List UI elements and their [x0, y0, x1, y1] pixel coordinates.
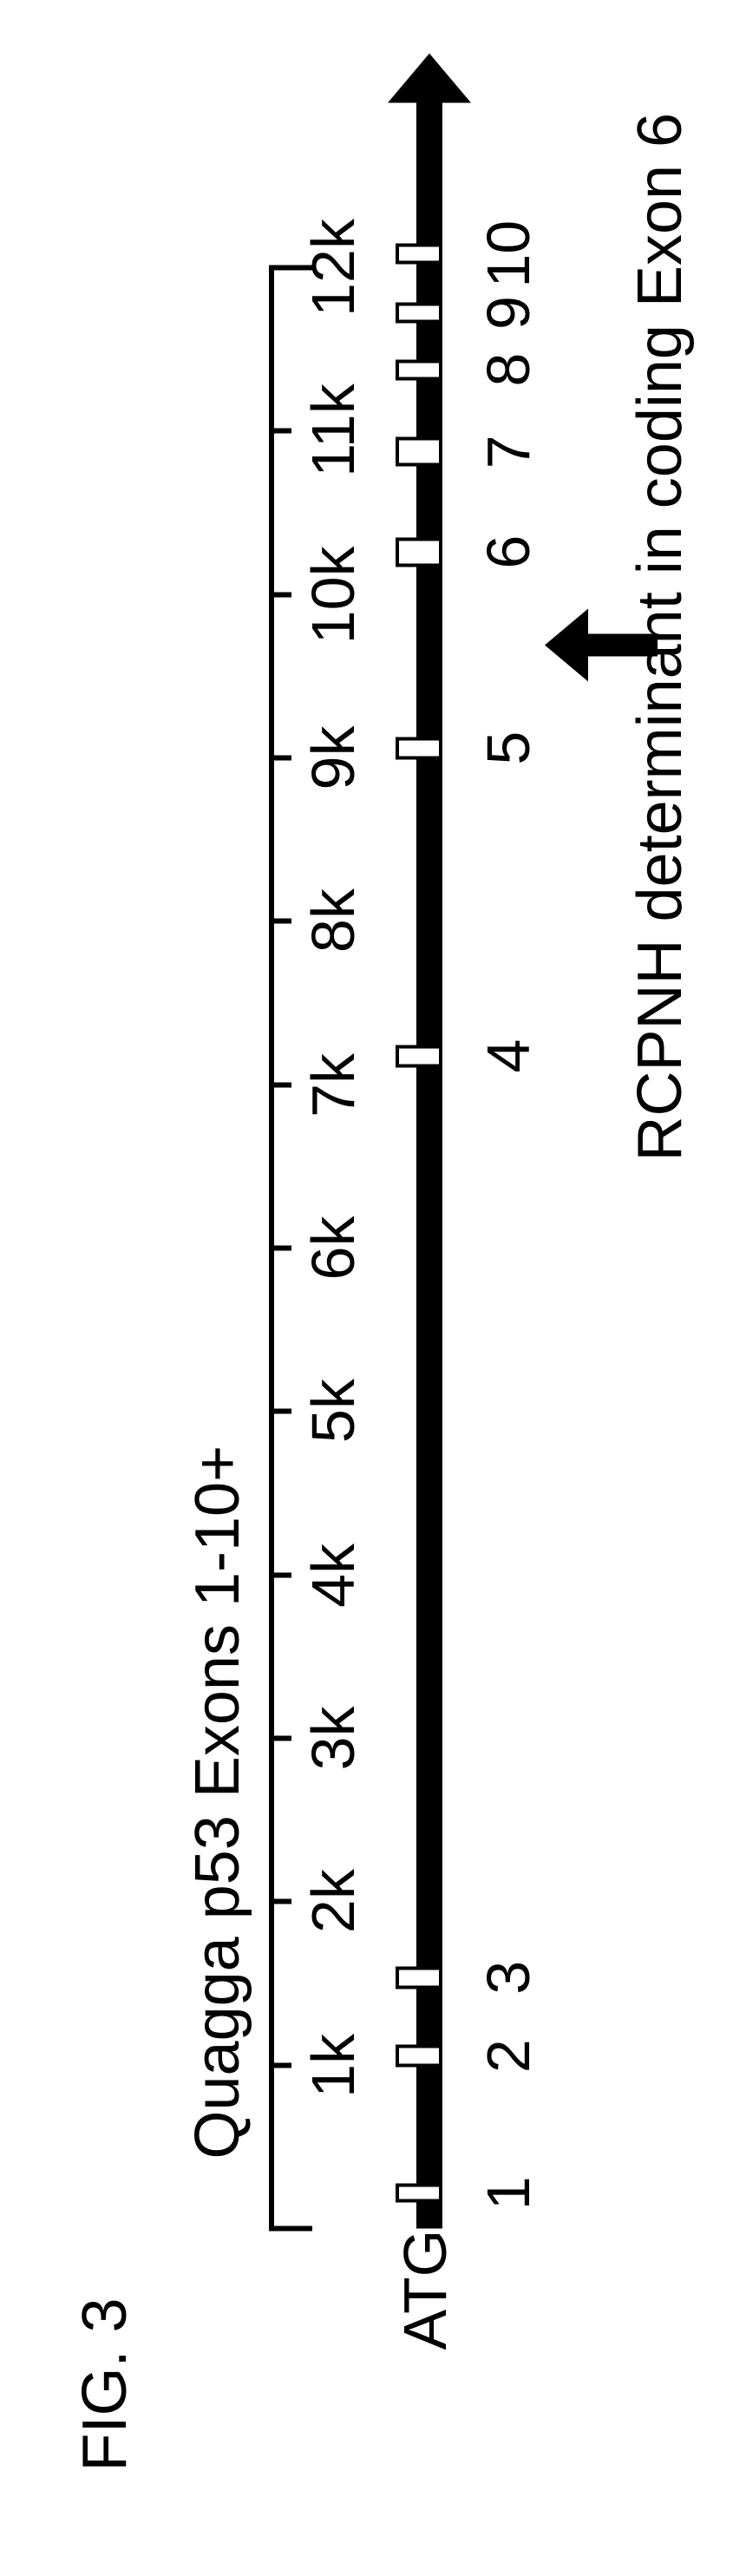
- gene-track-line: [416, 199, 442, 2229]
- ruler-tick: [269, 1083, 291, 1088]
- exon-box: [396, 437, 442, 467]
- exon-number: 1: [474, 2176, 543, 2210]
- ruler-tick: [269, 2063, 291, 2068]
- exon-number: 9: [474, 296, 543, 330]
- page: FIG. 3 Quagga p53 Exons 1-10+ ATG RCPNH …: [0, 0, 746, 2576]
- scale-label: 5k: [298, 1379, 368, 1443]
- scale-label: 4k: [298, 1544, 368, 1608]
- exon-box: [396, 737, 442, 759]
- ruler-tick: [269, 428, 291, 433]
- scale-label: 6k: [298, 1216, 368, 1281]
- ruler-tick: [269, 1736, 291, 1741]
- ruler-tick: [269, 1898, 291, 1904]
- scale-label: 3k: [298, 1707, 368, 1771]
- scale-label: 2k: [298, 1869, 368, 1933]
- caption-text: RCPNH determinant in coding Exon 6: [625, 113, 696, 1162]
- ruler-tick: [269, 1408, 291, 1413]
- ruler-tick: [269, 756, 291, 761]
- exon-box: [396, 537, 442, 567]
- exon-box: [396, 2184, 442, 2203]
- figure-label: FIG. 3: [69, 2297, 141, 2471]
- exon-number: 2: [474, 2039, 543, 2073]
- exon-box: [396, 302, 442, 323]
- exon-number: 10: [474, 220, 543, 288]
- arrow-head-right-icon: [388, 54, 471, 103]
- ruler-tick: [269, 918, 291, 923]
- scale-label: 8k: [298, 888, 368, 953]
- exon-number: 6: [474, 535, 543, 569]
- rotated-canvas: FIG. 3 Quagga p53 Exons 1-10+ ATG RCPNH …: [0, 0, 746, 2576]
- scale-label: 12k: [298, 219, 368, 317]
- scale-label: 11k: [298, 383, 368, 477]
- ruler-tick: [269, 265, 291, 271]
- ruler-end-tick: [269, 2226, 312, 2232]
- exon-number: 8: [474, 353, 543, 387]
- diagram-inner: FIG. 3 Quagga p53 Exons 1-10+ ATG RCPNH …: [0, 0, 746, 2576]
- exon-number: 3: [474, 1961, 543, 1995]
- ruler-tick: [269, 1573, 291, 1578]
- exon-box: [396, 1045, 442, 1067]
- exon-number: 4: [474, 1039, 543, 1073]
- chart-title: Quagga p53 Exons 1-10+: [182, 1445, 253, 2160]
- scale-label: 7k: [298, 1053, 368, 1118]
- scale-label: 1k: [298, 2034, 368, 2098]
- atg-label: ATG: [390, 2230, 460, 2350]
- ruler-tick: [269, 1246, 291, 1251]
- exon-box: [396, 244, 442, 265]
- scale-label: 10k: [298, 546, 368, 644]
- arrow-head-up-icon: [545, 609, 588, 682]
- scale-label: 9k: [298, 726, 368, 790]
- exon-box: [396, 359, 442, 380]
- arrow-shaft: [416, 103, 442, 199]
- exon-number: 7: [474, 435, 543, 469]
- exon-number: 5: [474, 731, 543, 765]
- ruler-tick: [269, 593, 291, 598]
- exon-box: [396, 2045, 442, 2068]
- exon-box: [396, 1966, 442, 1989]
